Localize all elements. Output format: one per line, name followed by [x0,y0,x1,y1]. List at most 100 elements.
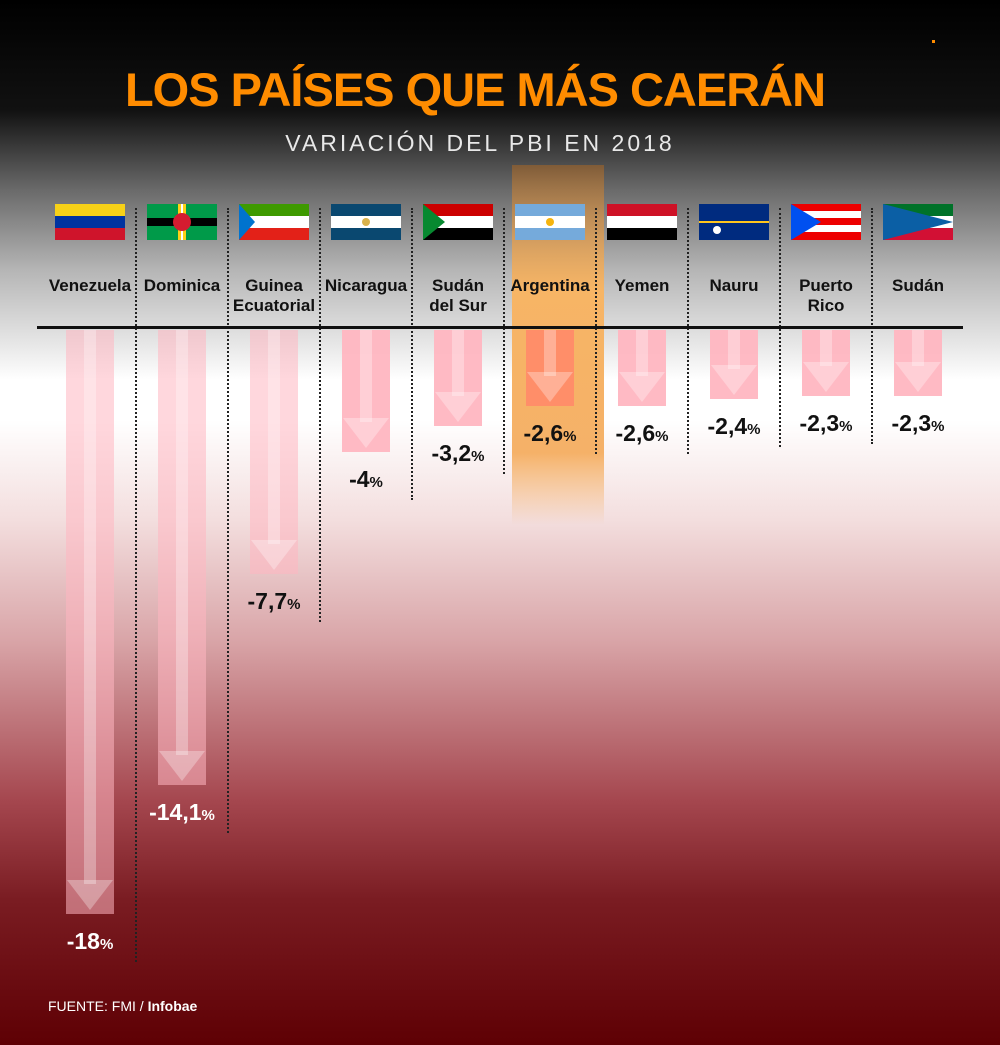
column-guinea-ecuatorial: Guinea Ecuatorial -7,7% [228,0,320,1045]
decor-dot [932,40,935,43]
column-puerto-rico: Puerto Rico -2,3% [780,0,872,1045]
arrow-down-icon [159,751,205,781]
arrow-down-icon [803,362,849,392]
value-label: -2,6% [596,420,688,447]
country-label: Guinea Ecuatorial [228,276,320,316]
arrow-shaft [360,330,372,422]
country-label-line: Argentina [510,276,590,295]
value-unit: % [747,421,761,438]
flag-icon [515,204,585,240]
column-sudán: Sudán -2,3% [872,0,964,1045]
bar [158,330,206,785]
value-number: -2,4 [707,413,748,439]
column-nauru: Nauru -2,4% [688,0,780,1045]
column-sudán-del-sur: Sudán del Sur -3,2% [412,0,504,1045]
value-unit: % [369,474,383,491]
bar-rect [710,330,758,399]
arrow-shaft [820,330,832,366]
arrow-shaft [452,330,464,396]
value-unit: % [563,428,577,445]
country-label: Dominica [136,276,228,296]
value-unit: % [839,418,853,435]
source-brand: Infobae [147,998,198,1014]
flag-icon [883,204,953,240]
value-unit: % [201,807,215,824]
flag-icon [331,204,401,240]
arrow-down-icon [711,365,757,395]
bar [66,330,114,914]
value-unit: % [931,418,945,435]
value-unit: % [655,428,669,445]
country-label: Nicaragua [320,276,412,296]
arrow-shaft [544,330,556,376]
country-label-line: Ecuatorial [232,296,316,315]
source-label: FUENTE: FMI / [48,998,148,1014]
arrow-down-icon [343,418,389,448]
bar-rect [342,330,390,452]
chart-title: LOS PAÍSES QUE MÁS CAERÁN [124,63,826,116]
flag-icon [423,204,493,240]
value-label: -18% [44,928,136,955]
bar [342,330,390,452]
flag-icon [791,204,861,240]
flag-icon [147,204,217,240]
flag-icon [239,204,309,240]
column-separator [135,208,137,962]
value-number: -2,6 [523,420,564,446]
arrow-down-icon [435,392,481,422]
arrow-shaft [912,330,924,366]
value-label: -3,2% [412,440,504,467]
bar-rect [802,330,850,396]
value-number: -3,2 [431,440,472,466]
zero-axis-line [37,326,963,329]
column-separator [595,208,597,454]
arrow-down-icon [67,880,113,910]
arrow-shaft [728,330,740,369]
arrow-shaft [636,330,648,376]
country-label: Nauru [688,276,780,296]
flag-icon [55,204,125,240]
source-note: FUENTE: FMI / Infobae [48,998,197,1014]
flag-icon [607,204,677,240]
value-number: -18 [66,928,100,954]
bar [250,330,298,574]
bar [618,330,666,406]
bar-rect [526,330,574,406]
arrow-down-icon [895,362,941,392]
value-label: -7,7% [228,588,320,615]
value-number: -7,7 [247,588,288,614]
bar [802,330,850,396]
country-label-line: del Sur [429,296,487,315]
country-label: Puerto Rico [780,276,872,316]
value-number: -2,3 [799,410,840,436]
bar-rect [894,330,942,396]
chart-subtitle: VARIACIÓN DEL PBI EN 2018 [285,130,675,156]
column-argentina: Argentina -2,6% [504,0,596,1045]
country-label-line: Nauru [709,276,759,295]
value-number: -2,6 [615,420,656,446]
country-label-line: Rico [807,296,845,315]
bar [710,330,758,399]
bar [434,330,482,426]
bar [526,330,574,406]
value-label: -14,1% [136,799,228,826]
arrow-shaft [84,330,96,884]
value-label: -2,6% [504,420,596,447]
flag-icon [699,204,769,240]
value-number: -14,1 [149,799,202,825]
country-label-line: Nicaragua [324,276,408,295]
value-number: -2,3 [891,410,932,436]
value-unit: % [99,936,114,953]
value-unit: % [287,596,301,613]
value-number: -4 [349,466,370,492]
country-label: Argentina [504,276,596,296]
bar-rect [434,330,482,426]
country-label-line: Guinea [245,276,303,295]
column-yemen: Yemen -2,6% [596,0,688,1045]
bar-rect [250,330,298,574]
value-label: -4% [320,466,412,493]
column-separator [503,208,505,474]
country-label-line: Yemen [614,276,670,295]
value-label: -2,3% [872,410,964,437]
column-separator [411,208,413,500]
